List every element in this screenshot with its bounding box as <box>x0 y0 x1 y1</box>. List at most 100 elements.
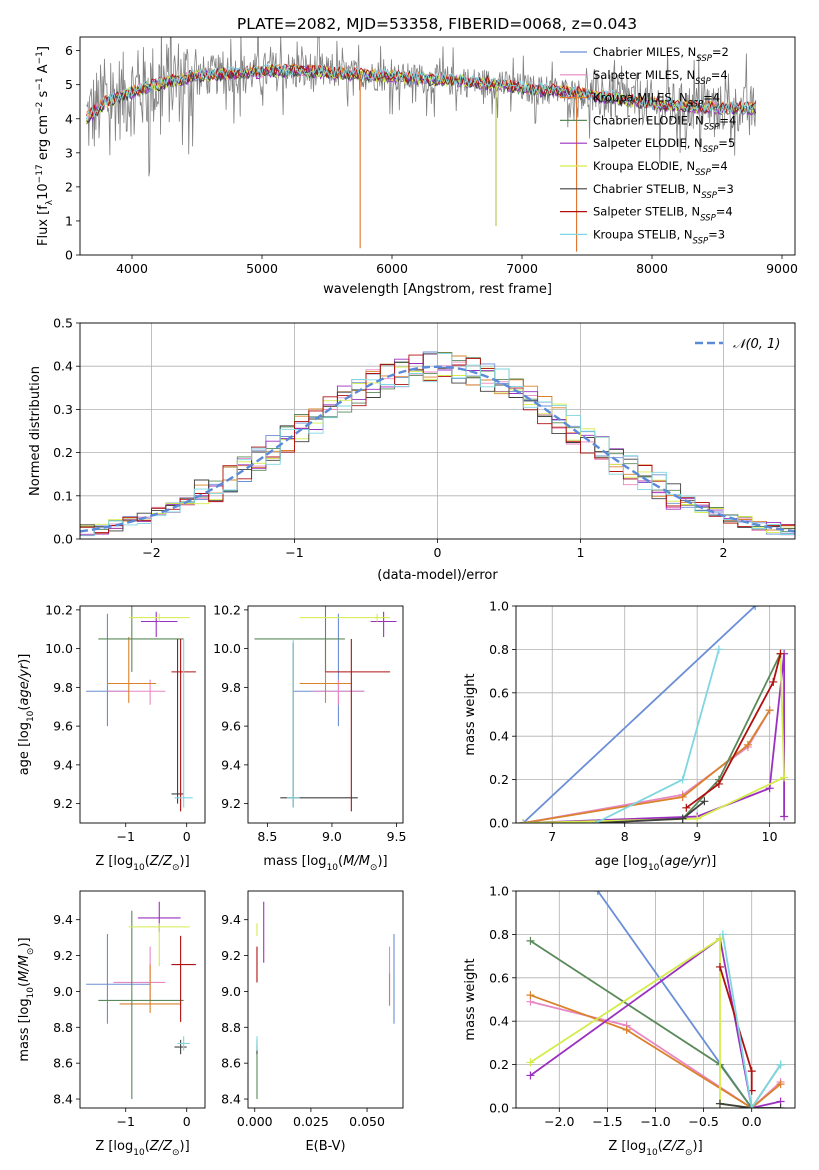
x-tick-label: 0 <box>183 829 191 844</box>
y-tick-label: 9.6 <box>221 719 241 734</box>
legend-entry-label: Kroupa ELODIE, NSSP=4 <box>593 159 728 178</box>
legend-text: =4 <box>711 159 728 173</box>
legend-subscript: SSP <box>695 77 711 87</box>
axis-label-part: ( <box>17 706 32 711</box>
axis-label-part: s <box>36 90 51 101</box>
axis-label-part: 10 <box>26 987 36 999</box>
x-tick-label: 7000 <box>506 261 538 276</box>
legend-text: Kroupa STELIB, N <box>593 227 693 241</box>
axis-label-part: ( <box>17 982 32 987</box>
axes-frame <box>79 322 796 540</box>
y-tick-label: 9.8 <box>53 680 73 695</box>
legend-entry-label: Salpeter STELIB, NSSP=4 <box>593 205 733 224</box>
axis-label-part: ) <box>180 854 185 869</box>
x-axis-label: age [log10(age/yr)] <box>595 854 717 873</box>
x-axis-label: (data-model)/error <box>377 568 498 583</box>
x-tick-label: 9000 <box>766 261 798 276</box>
legend-text: =4 <box>703 91 720 105</box>
y-tick-label: 1 <box>65 213 73 228</box>
weight-series-line <box>522 606 756 823</box>
weight-marker <box>776 1104 785 1108</box>
legend-text: Chabrier ELODIE, N <box>593 113 704 127</box>
legend-text: =3 <box>717 182 734 196</box>
plot-area <box>256 901 395 1100</box>
axis-label-part: Z [log <box>608 1139 646 1154</box>
axis-label-part: age [log <box>17 722 32 775</box>
plot-area <box>86 606 196 812</box>
y-tick-label: 9.2 <box>53 948 73 963</box>
plot-area <box>86 37 757 252</box>
plot-area <box>86 901 196 1100</box>
x-tick-label: 8000 <box>636 261 668 276</box>
y-tick-label: 8.4 <box>53 1092 73 1107</box>
axis-label-part: )] <box>17 654 32 664</box>
y-tick-label: 10.0 <box>213 641 241 656</box>
axis-label-part: / <box>671 1139 678 1154</box>
weight-series-line <box>523 709 771 823</box>
weight-marker <box>769 677 778 686</box>
axis-label-part: erg cm <box>36 115 51 164</box>
axis-label-part: ( <box>145 1139 150 1154</box>
weight-series-line <box>523 653 786 823</box>
plot-area <box>80 351 795 539</box>
y-tick-label: 9.4 <box>53 912 73 927</box>
y-axis-label: mass weight <box>463 958 478 1040</box>
y-tick-label: 0.1 <box>53 488 73 503</box>
axes-frame <box>247 890 404 1109</box>
legend-text: Salpeter ELODIE, N <box>593 136 703 150</box>
legend-text: =4 <box>719 113 736 127</box>
legend-text: Chabrier MILES, N <box>593 45 696 59</box>
x-tick-label: 4000 <box>116 261 148 276</box>
weight-marker <box>751 606 760 610</box>
weight-marker <box>526 936 535 945</box>
x-tick-label: 0.025 <box>293 1114 329 1129</box>
legend-text: =3 <box>708 227 725 241</box>
x-tick-label: −1 <box>117 829 135 844</box>
axis-label-part: Z <box>675 1139 686 1154</box>
weight-marker <box>715 1099 724 1108</box>
weight-marker <box>714 779 723 788</box>
y-tick-label: 6 <box>65 43 73 58</box>
x-tick-label: 0 <box>434 545 442 560</box>
axis-label-part: ⊙ <box>370 863 378 873</box>
legend-text: Salpeter MILES, N <box>593 68 695 82</box>
axis-label-part: Z <box>662 1139 673 1154</box>
x-tick-label: 9.5 <box>387 829 407 844</box>
y-tick-label: 0.4 <box>489 1014 509 1029</box>
y-tick-label: 8.4 <box>221 1092 241 1107</box>
axis-label-part: )] <box>706 854 716 869</box>
figure-title: PLATE=2082, MJD=53358, FIBERID=0068, z=0… <box>237 15 637 33</box>
y-tick-label: 0.0 <box>53 532 73 547</box>
axis-label-part: Z [log <box>95 1139 133 1154</box>
axes-frame <box>79 36 796 256</box>
x-tick-label: −0.5 <box>688 1114 718 1129</box>
weight-series-line <box>719 1102 781 1108</box>
y-tick-label: 0.0 <box>489 816 509 831</box>
weight-marker <box>678 814 687 823</box>
y-tick-label: 10.0 <box>45 641 73 656</box>
legend-entry-label: Kroupa STELIB, NSSP=3 <box>593 227 725 246</box>
y-tick-label: 8.6 <box>53 1056 73 1071</box>
axis-label-part: ( <box>658 1139 663 1154</box>
weight-marker <box>747 1104 756 1108</box>
spectrum-panel: 4000 5000 6000 7000 8000 9000 0 1 2 3 4 5 6 Chabrier … <box>35 36 798 297</box>
axis-label-part: ) <box>377 854 382 869</box>
axis-label-part: ] <box>36 46 51 51</box>
weight-marker <box>526 1058 535 1067</box>
axis-label-part: 10 <box>648 863 660 873</box>
legend-text: Kroupa ELODIE, N <box>593 159 695 173</box>
x-tick-label: 9.0 <box>322 829 342 844</box>
axis-label-part: Z <box>149 854 160 869</box>
x-tick-label: −2.0 <box>544 1114 574 1129</box>
y-tick-label: 10.2 <box>213 602 241 617</box>
axes-frame <box>247 605 404 824</box>
weight-marker <box>776 1060 785 1069</box>
legend-subscript: SSP <box>693 236 709 246</box>
axis-label-part: ] <box>383 854 388 869</box>
axis-label-part: ) <box>180 1139 185 1154</box>
y-axis-label: mass [log10(M/M⊙)] <box>17 937 36 1061</box>
axis-label-part: )] <box>17 937 32 947</box>
x-tick-label: −1 <box>285 545 303 560</box>
axis-label-part: −1 <box>35 77 45 90</box>
x-tick-label: 2 <box>720 545 728 560</box>
